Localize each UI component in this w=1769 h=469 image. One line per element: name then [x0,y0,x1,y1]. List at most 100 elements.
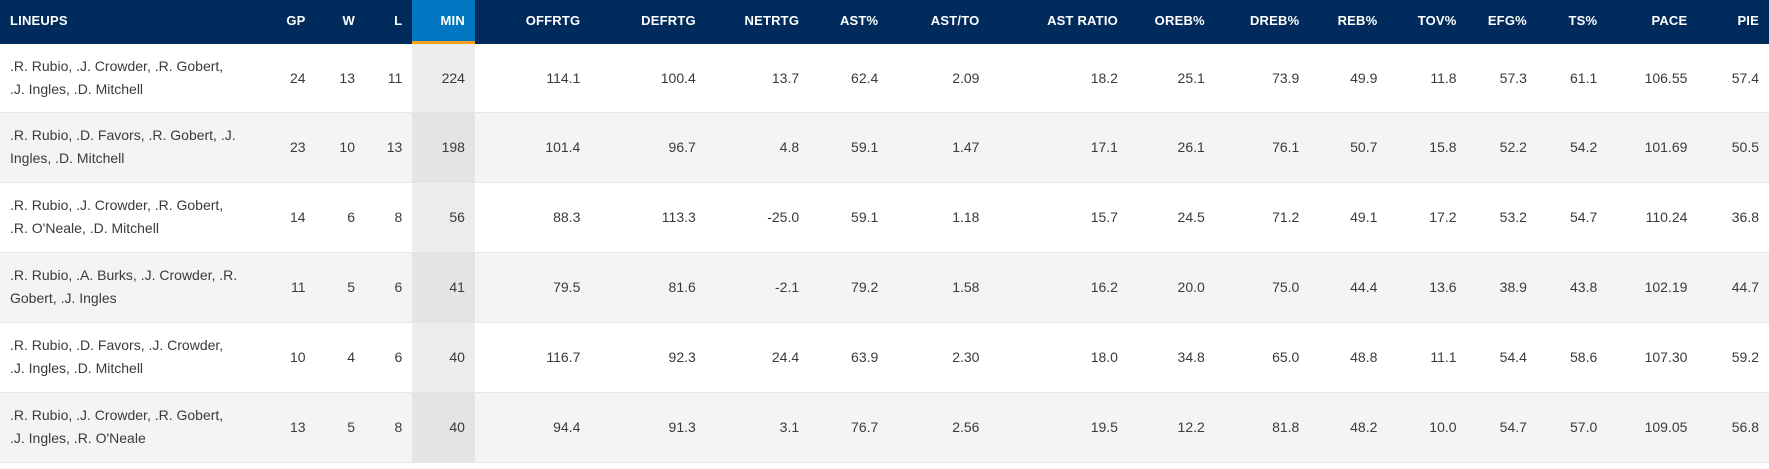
stat-cell: 13 [365,112,413,183]
stat-cell: 92.3 [590,322,706,393]
stat-cell: 19.5 [989,392,1128,463]
stat-cell: 11.1 [1387,322,1467,393]
stat-cell: 54.4 [1466,322,1537,393]
column-header-gp[interactable]: GP [263,0,316,44]
column-header-dreb-pct[interactable]: DREB% [1214,0,1310,44]
column-header-lineups[interactable]: LINEUPS [0,0,264,44]
lineup-cell[interactable]: .R. Rubio, .A. Burks, .J. Crowder, .R. G… [0,252,264,323]
stat-cell: 13 [263,392,316,463]
stat-cell: 15.8 [1387,112,1467,183]
stat-cell: 54.2 [1536,112,1608,183]
column-header-ts-pct[interactable]: TS% [1536,0,1608,44]
stat-cell: 57.0 [1536,392,1608,463]
stat-cell: 11.8 [1387,42,1467,113]
stat-cell: 4 [315,322,365,393]
stat-cell: 110.24 [1607,182,1698,253]
stat-cell: 49.1 [1309,182,1388,253]
stat-cell: 13 [315,42,365,113]
stat-cell: 96.7 [590,112,706,183]
stat-cell: -2.1 [705,252,810,323]
stat-cell: 50.5 [1697,112,1769,183]
stat-cell: 114.1 [474,42,591,113]
stat-cell: 10.0 [1387,392,1467,463]
column-header-offrtg[interactable]: OFFRTG [474,0,591,44]
stat-cell: 101.69 [1607,112,1698,183]
stat-cell: 116.7 [474,322,591,393]
column-header-ast-to[interactable]: AST/TO [888,0,990,44]
table-row: .R. Rubio, .J. Crowder, .R. Gobert, .J. … [0,42,1769,113]
stat-cell: 3.1 [705,392,810,463]
stat-cell: 224 [412,42,475,113]
stat-cell: 13.6 [1387,252,1467,323]
column-header-l[interactable]: L [365,0,413,44]
stat-cell: 100.4 [590,42,706,113]
stat-cell: 6 [365,322,413,393]
column-header-netrtg[interactable]: NETRTG [705,0,810,44]
table-row: .R. Rubio, .D. Favors, .R. Gobert, .J. I… [0,112,1769,183]
column-header-defrtg[interactable]: DEFRTG [590,0,706,44]
lineup-cell[interactable]: .R. Rubio, .J. Crowder, .R. Gobert, .J. … [0,42,264,113]
stat-cell: 59.1 [809,112,889,183]
column-header-tov-pct[interactable]: TOV% [1387,0,1467,44]
column-header-w[interactable]: W [315,0,365,44]
stat-cell: 113.3 [590,182,706,253]
stat-cell: 17.2 [1387,182,1467,253]
column-header-oreb-pct[interactable]: OREB% [1127,0,1215,44]
stat-cell: 91.3 [590,392,706,463]
lineup-cell[interactable]: .R. Rubio, .D. Favors, .R. Gobert, .J. I… [0,112,264,183]
stat-cell: 71.2 [1214,182,1310,253]
stat-cell: 52.2 [1466,112,1537,183]
stat-cell: 50.7 [1309,112,1388,183]
table-row: .R. Rubio, .A. Burks, .J. Crowder, .R. G… [0,252,1769,323]
stat-cell: 8 [365,392,413,463]
stat-cell: 17.1 [989,112,1128,183]
stat-cell: 54.7 [1536,182,1608,253]
stat-cell: 107.30 [1607,322,1698,393]
stat-cell: 16.2 [989,252,1128,323]
stat-cell: 48.8 [1309,322,1388,393]
stat-cell: 88.3 [474,182,591,253]
stat-cell: 24.5 [1127,182,1215,253]
stat-cell: 40 [412,322,475,393]
stat-cell: 40 [412,392,475,463]
stat-cell: 1.18 [888,182,990,253]
stat-cell: 48.2 [1309,392,1388,463]
stat-cell: 79.5 [474,252,591,323]
lineup-cell[interactable]: .R. Rubio, .J. Crowder, .R. Gobert, .J. … [0,392,264,463]
stat-cell: 12.2 [1127,392,1215,463]
column-header-ast-pct[interactable]: AST% [809,0,889,44]
stat-cell: 5 [315,392,365,463]
stat-cell: 109.05 [1607,392,1698,463]
table-body: .R. Rubio, .J. Crowder, .R. Gobert, .J. … [0,42,1769,463]
stat-cell: 76.1 [1214,112,1310,183]
column-header-reb-pct[interactable]: REB% [1309,0,1388,44]
stat-cell: 6 [315,182,365,253]
stat-cell: 1.58 [888,252,990,323]
stat-cell: 94.4 [474,392,591,463]
stat-cell: 59.1 [809,182,889,253]
column-header-pie[interactable]: PIE [1697,0,1769,44]
stat-cell: 23 [263,112,316,183]
stat-cell: 26.1 [1127,112,1215,183]
table-row: .R. Rubio, .J. Crowder, .R. Gobert, .J. … [0,392,1769,463]
column-header-ast-ratio[interactable]: AST RATIO [989,0,1128,44]
column-header-min[interactable]: MIN [412,0,475,44]
lineup-cell[interactable]: .R. Rubio, .J. Crowder, .R. Gobert, .R. … [0,182,264,253]
stat-cell: 24 [263,42,316,113]
stat-cell: 198 [412,112,475,183]
stat-cell: 79.2 [809,252,889,323]
stat-cell: 2.30 [888,322,990,393]
stat-cell: 81.6 [590,252,706,323]
stat-cell: 61.1 [1536,42,1608,113]
table-row: .R. Rubio, .D. Favors, .J. Crowder, .J. … [0,322,1769,393]
stat-cell: 11 [365,42,413,113]
column-header-efg-pct[interactable]: EFG% [1466,0,1537,44]
lineup-cell[interactable]: .R. Rubio, .D. Favors, .J. Crowder, .J. … [0,322,264,393]
stat-cell: 59.2 [1697,322,1769,393]
stat-cell: 18.0 [989,322,1128,393]
stat-cell: 43.8 [1536,252,1608,323]
column-header-pace[interactable]: PACE [1607,0,1698,44]
stat-cell: 44.4 [1309,252,1388,323]
